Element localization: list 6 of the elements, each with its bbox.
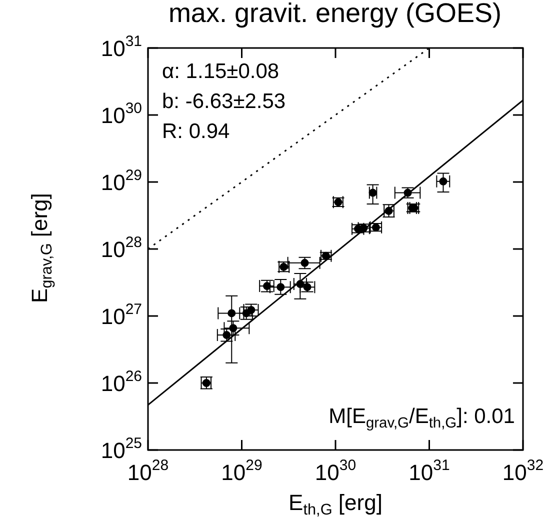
- annotation: M[E$_{grav,G}$/E$_{th,G}$]: 0.01: [328, 405, 515, 432]
- chart-title: max. gravit. energy (GOES): [167, 0, 503, 29]
- annotation: b: -6.63±2.53: [162, 90, 286, 114]
- x-axis-title: E$_{th,G}$ [erg]: [288, 490, 384, 519]
- annotation: α: 1.15±0.08: [162, 60, 280, 84]
- annotation: R: 0.94: [162, 120, 230, 144]
